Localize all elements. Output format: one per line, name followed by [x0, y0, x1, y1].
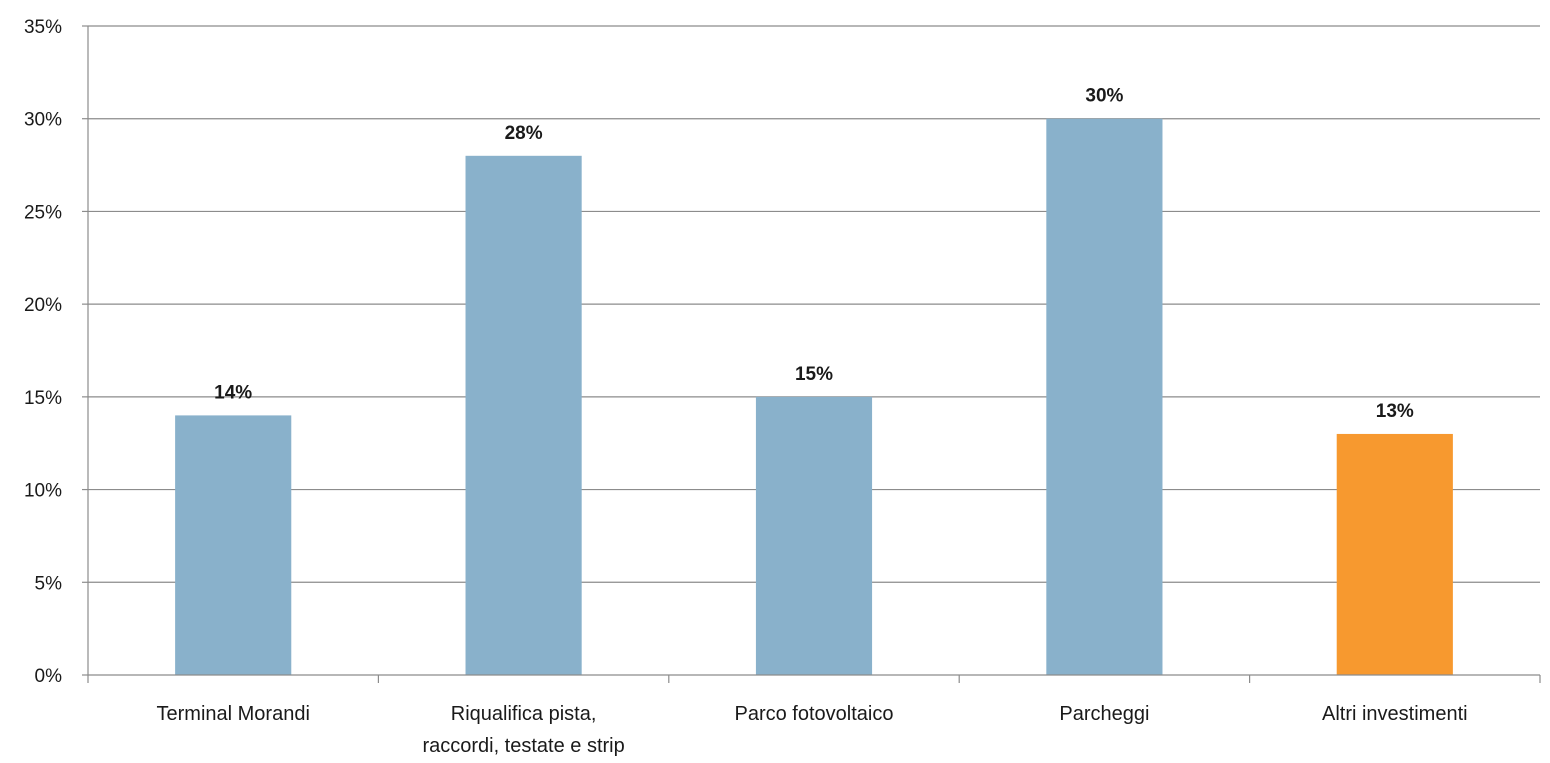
bars	[175, 118, 1453, 676]
y-tick-label: 25%	[24, 202, 62, 223]
y-tick-label: 35%	[24, 17, 62, 38]
x-tick-label: Parco fotovoltaico	[735, 703, 894, 725]
data-label-2: 15%	[795, 364, 833, 385]
x-tick-label: Riqualifica pista,	[451, 703, 597, 725]
axes	[82, 25, 1541, 683]
y-tick-label: 5%	[35, 573, 63, 594]
bar-0	[175, 415, 292, 675]
labels: 0% 5% 10% 15% 20% 25% 30% 35% 14% Terminal Morand…	[24, 17, 1468, 757]
y-tick-label: 20%	[24, 295, 62, 316]
y-tick-label: 10%	[24, 481, 62, 502]
y-tick-label: 15%	[24, 388, 62, 409]
bar-1	[465, 155, 582, 676]
x-tick-label: Altri investimenti	[1322, 703, 1468, 725]
bar-3	[1046, 118, 1163, 675]
x-tick-label: raccordi, testate e strip	[422, 735, 624, 757]
data-label-0: 14%	[214, 382, 252, 403]
data-label-3: 30%	[1085, 86, 1123, 107]
bar-4	[1336, 433, 1453, 675]
bar-2	[755, 396, 873, 675]
data-label-4: 13%	[1376, 401, 1414, 422]
x-tick-label: Terminal Morandi	[157, 703, 310, 725]
y-tick-label: 0%	[35, 666, 63, 687]
y-tick-label: 30%	[24, 110, 62, 131]
data-label-1: 28%	[505, 123, 543, 144]
x-tick-label: Parcheggi	[1059, 703, 1149, 725]
